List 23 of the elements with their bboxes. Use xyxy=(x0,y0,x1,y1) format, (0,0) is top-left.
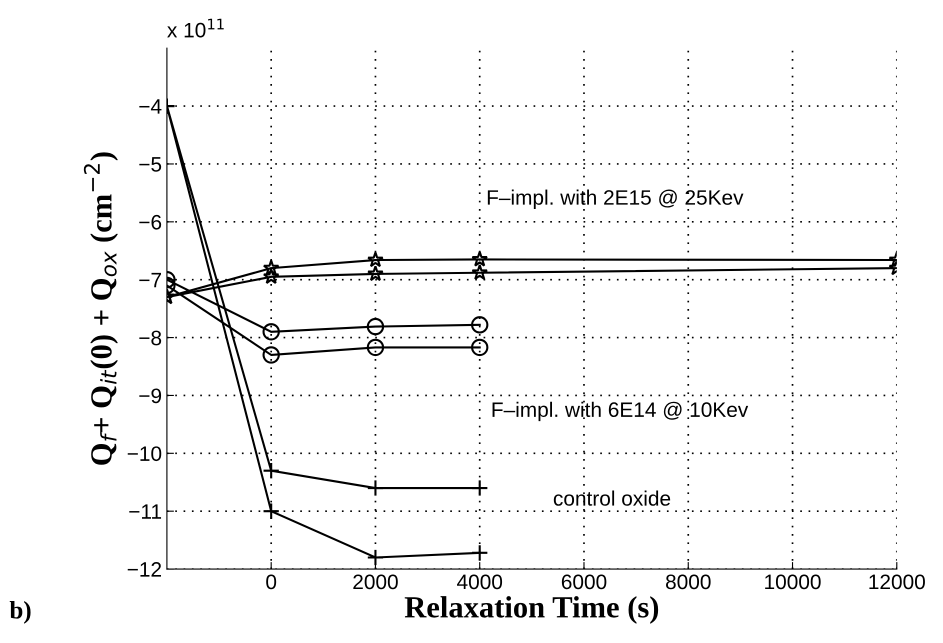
text: b) xyxy=(10,601,31,624)
x-tick-label: 4000 xyxy=(457,574,502,590)
y-tick-label: −9 xyxy=(139,388,162,404)
x-axis-title: Relaxation Time (s) xyxy=(404,596,658,624)
y-tick-label: −12 xyxy=(128,562,162,577)
x-tick-label: 6000 xyxy=(562,574,606,590)
annotation: F–impl. with 2E15 @ 25Kev xyxy=(488,190,744,209)
text: Q$_{f}$+ Q$_{it}$(0) + Q$_{ox}$ (cm$^{−2}$) xyxy=(84,152,118,465)
annotation: control oxide xyxy=(554,490,670,506)
x-tick-label: 0 xyxy=(266,574,276,590)
y-tick-label: −4 xyxy=(139,99,162,114)
x-tick-label: 12000 xyxy=(869,574,925,590)
y-tick-label: −11 xyxy=(129,504,162,519)
y-tick-label: −10 xyxy=(128,446,162,462)
annotation: F–impl. with 6E14 @ 10Kev xyxy=(492,402,748,422)
y-tick-label: −8 xyxy=(139,330,162,346)
x-tick-label: 2000 xyxy=(353,574,398,590)
x-tick-label: 10000 xyxy=(765,574,821,590)
x-tick-label: 8000 xyxy=(666,574,711,590)
y-tick-label: −5 xyxy=(139,157,162,172)
y-tick-label: −6 xyxy=(139,214,162,230)
text: x 10$^{11}$ xyxy=(167,18,224,38)
y-tick-label: −7 xyxy=(139,272,162,288)
